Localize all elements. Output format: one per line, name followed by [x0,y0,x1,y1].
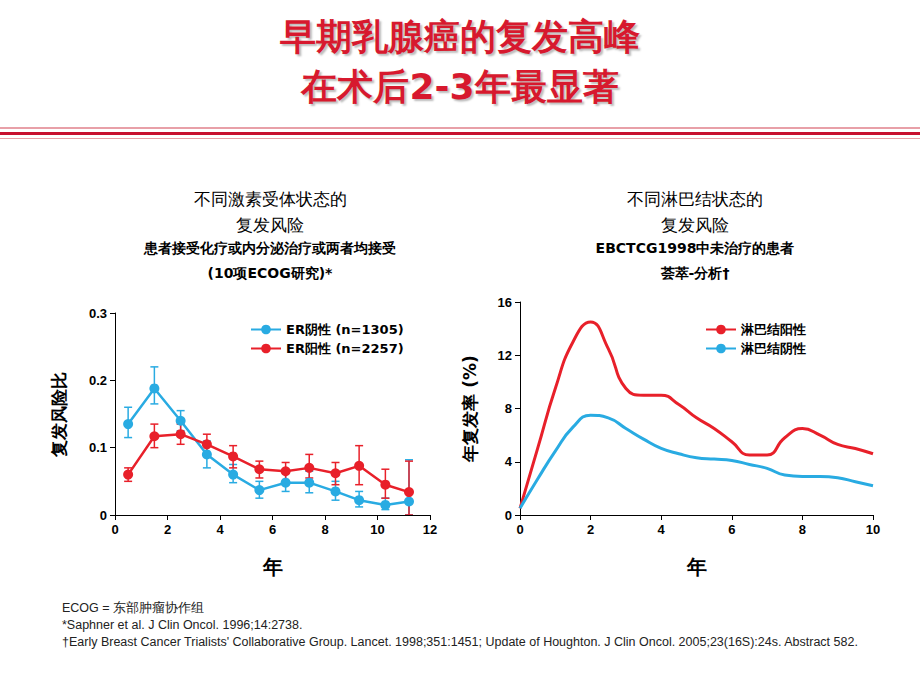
svg-text:0.3: 0.3 [89,306,107,321]
svg-text:2: 2 [587,522,594,537]
html-text:ECOG = 东部肿瘤协作组 *Saphner et al.: ECOG = 东部肿瘤协作组 *Saphner et al. J Clin On… [62,601,858,649]
html-text:患者接受化疗或内分泌治疗或两者均接受 (10项ECOG研究): 患者接受化疗或内分泌治疗或两者均接受 (10项ECOG研究)* [144,240,396,281]
svg-text:12: 12 [423,522,437,537]
svg-text:0: 0 [100,508,107,523]
svg-text:16: 16 [498,295,512,310]
svg-text:0: 0 [516,522,523,537]
svg-text:淋巴结阳性: 淋巴结阳性 [740,322,806,337]
svg-text:4: 4 [216,522,224,537]
svg-text:4: 4 [505,454,513,469]
svg-text:2: 2 [164,522,171,537]
svg-text:10: 10 [370,522,384,537]
svg-text:0: 0 [505,508,512,523]
svg-text:6: 6 [728,522,735,537]
svg-text:0.1: 0.1 [89,440,107,455]
svg-text:0: 0 [111,522,118,537]
svg-text:8: 8 [505,401,512,416]
svg-text:4: 4 [658,522,666,537]
html-text:早期乳腺癌的复发高峰 在术后2-3年最显著: 早期乳腺癌的复发高峰 在术后2-3年最显著 [280,16,640,107]
svg-text:0.2: 0.2 [89,373,107,388]
svg-text:8: 8 [799,522,806,537]
svg-text:年复发率 (%): 年复发率 (%) [460,355,480,463]
html-text:EBCTCG1998中未治疗的患者 荟萃-分析†: EBCTCG1998中未治疗的患者 荟萃-分析† [595,240,795,281]
svg-text:年: 年 [262,555,283,579]
svg-text:12: 12 [498,348,512,363]
svg-text:淋巴结阴性: 淋巴结阴性 [740,341,806,356]
svg-text:10: 10 [866,522,880,537]
svg-text:ER阳性 (n=2257): ER阳性 (n=2257) [286,341,404,356]
html-text:不同激素受体状态的 复发风险: 不同激素受体状态的 复发风险 [193,189,347,235]
svg-text:年: 年 [686,555,707,579]
svg-text:ER阴性 (n=1305): ER阴性 (n=1305) [286,322,404,337]
svg-text:复发风险比: 复发风险比 [49,372,69,458]
html-text:不同淋巴结状态的 复发风险: 不同淋巴结状态的 复发风险 [627,189,763,235]
svg-text:6: 6 [269,522,276,537]
svg-text:8: 8 [321,522,328,537]
